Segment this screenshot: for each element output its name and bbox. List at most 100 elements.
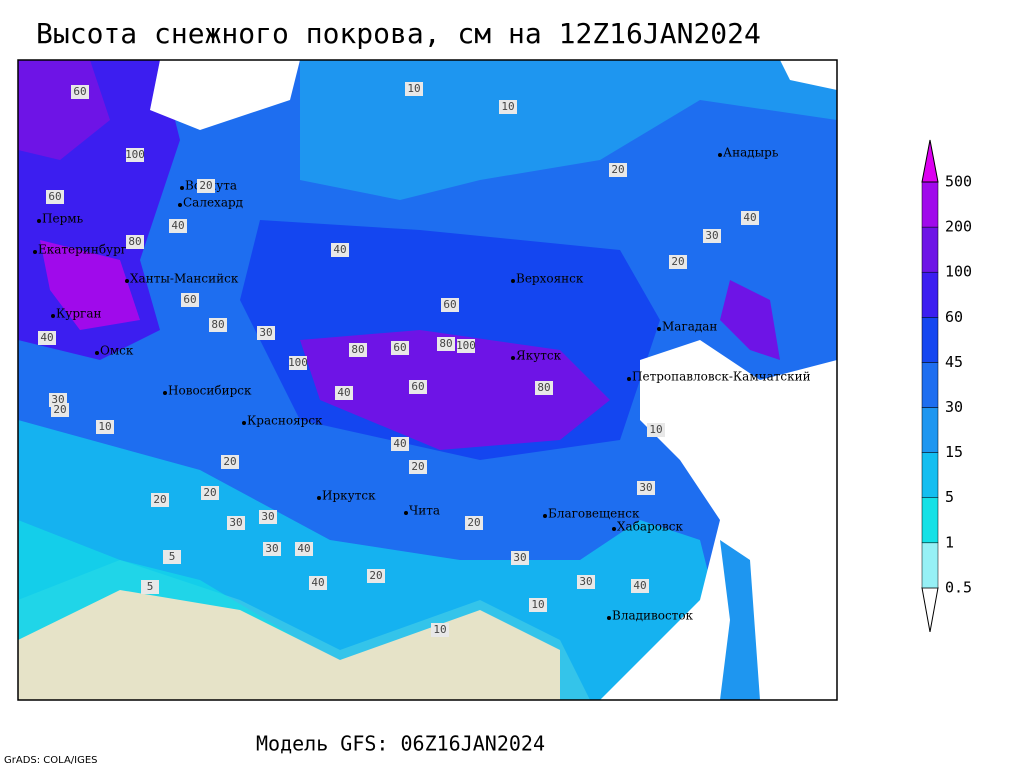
- contour-label-box: [46, 190, 64, 204]
- contour-label: 20: [671, 255, 684, 268]
- city-label: Ханты-Мансийск: [130, 272, 239, 286]
- city-label: Иркутск: [322, 489, 376, 503]
- city-dot: [607, 616, 611, 620]
- contour-label-box: [637, 481, 655, 495]
- contour-label: 40: [297, 542, 310, 555]
- colorbar-segment: [921, 271, 939, 318]
- contour-label-box: [409, 380, 427, 394]
- city-dot: [163, 391, 167, 395]
- contour-label-box: [741, 211, 759, 225]
- contour-label: 10: [531, 598, 544, 611]
- contour-label-box: [126, 235, 144, 249]
- colorbar-label: 45: [945, 353, 963, 371]
- contour-label: 20: [153, 493, 166, 506]
- colorbar-segment: [921, 407, 939, 453]
- contour-label: 20: [203, 486, 216, 499]
- contour-label: 10: [98, 420, 111, 433]
- contour-label: 20: [199, 179, 212, 192]
- contour-label-box: [511, 551, 529, 565]
- contour-label-box: [331, 243, 349, 257]
- contour-label-box: [405, 82, 423, 96]
- city-label: Магадан: [662, 320, 717, 334]
- contour-label-box: [437, 337, 455, 351]
- city-labels: ВоркутаСалехардПермьЕкатеринбургХанты-Ма…: [33, 146, 811, 623]
- contour-label: 30: [513, 551, 526, 564]
- city-label: Петропавловск-Камчатский: [632, 370, 811, 384]
- contour-label: 10: [649, 423, 662, 436]
- contour-label-box: [647, 423, 665, 437]
- contour-label: 30: [639, 481, 652, 494]
- contour-label-box: [631, 579, 649, 593]
- city-dot: [627, 377, 631, 381]
- city-label: Салехард: [183, 196, 243, 210]
- contour-label: 30: [229, 516, 242, 529]
- colorbar-segment: [921, 181, 939, 228]
- contour-label: 10: [501, 100, 514, 113]
- contour-label: 40: [311, 576, 324, 589]
- contour-label-box: [409, 460, 427, 474]
- city-label: Владивосток: [612, 609, 694, 623]
- contour-label: 5: [147, 580, 154, 593]
- contour-label-box: [71, 85, 89, 99]
- contour-label-box: [669, 255, 687, 269]
- city-label: Благовещенск: [548, 507, 640, 521]
- contour-label-box: [535, 381, 553, 395]
- city-dot: [657, 327, 661, 331]
- contour-label-box: [349, 343, 367, 357]
- contour-label-box: [96, 420, 114, 434]
- city-dot: [125, 279, 129, 283]
- city-label: Пермь: [42, 212, 84, 226]
- contour-label-box: [169, 219, 187, 233]
- contour-label-box: [499, 100, 517, 114]
- contour-label: 5: [169, 550, 176, 563]
- map: [18, 60, 837, 700]
- colorbar-segment: [921, 542, 939, 589]
- contour-label: 80: [211, 318, 224, 331]
- contour-label-box: [38, 331, 56, 345]
- colorbar-segment: [921, 362, 939, 408]
- contour-label: 20: [369, 569, 382, 582]
- contour-label: 100: [456, 339, 476, 352]
- colorbar-cap: [921, 587, 939, 632]
- contour-label-box: [577, 575, 595, 589]
- contour-label-box: [263, 542, 281, 556]
- contour-label: 20: [411, 460, 424, 473]
- contour-label-box: [391, 341, 409, 355]
- contour-label: 60: [411, 380, 424, 393]
- contour-label-box: [309, 576, 327, 590]
- contour-label: 80: [537, 381, 550, 394]
- contour-label: 30: [579, 575, 592, 588]
- colorbar-segment: [921, 497, 939, 544]
- contour-label-box: [126, 148, 144, 162]
- contour-label: 40: [171, 219, 184, 232]
- city-dot: [404, 511, 408, 515]
- contour-label-box: [367, 569, 385, 583]
- colorbar-label: 5: [945, 488, 954, 506]
- contour-label-box: [457, 339, 475, 353]
- contour-label-box: [391, 437, 409, 451]
- colorbar-segment: [921, 317, 939, 363]
- contour-label-box: [441, 298, 459, 312]
- contour-label-box: [201, 486, 219, 500]
- contour-label: 30: [261, 510, 274, 523]
- contour-label: 20: [467, 516, 480, 529]
- city-dot: [180, 186, 184, 190]
- city-dot: [612, 527, 616, 531]
- contour-label: 60: [443, 298, 456, 311]
- contour-label: 20: [611, 163, 624, 176]
- model-label: Модель GFS: 06Z16JAN2024: [256, 732, 545, 756]
- contour-label: 30: [259, 326, 272, 339]
- contour-label-box: [141, 580, 159, 594]
- colorbar-label: 60: [945, 308, 963, 326]
- city-dot: [242, 421, 246, 425]
- city-label: Хабаровск: [617, 520, 683, 534]
- city-label: Омск: [100, 344, 134, 358]
- contour-label-box: [529, 598, 547, 612]
- city-dot: [51, 314, 55, 318]
- city-label: Чита: [409, 504, 440, 518]
- contour-label-box: [259, 510, 277, 524]
- city-dot: [511, 279, 515, 283]
- map-frame: [17, 59, 838, 701]
